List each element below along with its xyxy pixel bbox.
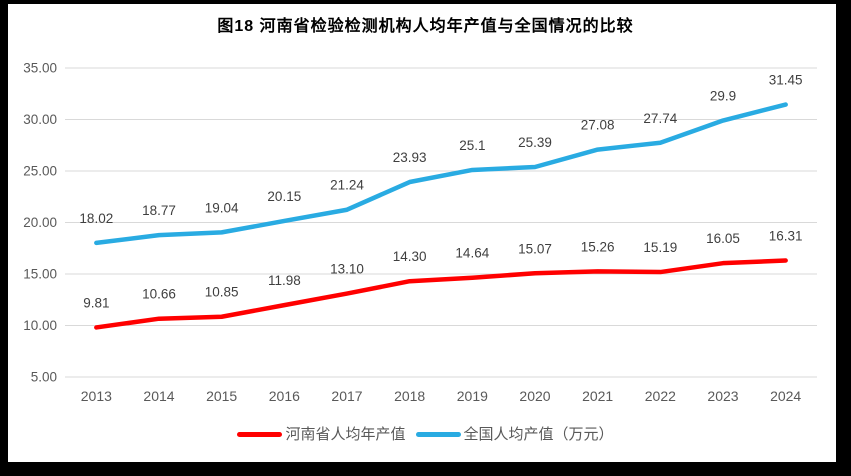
series-line-henan[interactable] <box>94 258 788 330</box>
data-label-henan: 14.30 <box>393 249 427 264</box>
y-axis-tick-label: 30.00 <box>23 112 57 127</box>
data-label-henan: 16.31 <box>769 229 803 244</box>
y-axis-tick-label: 10.00 <box>23 318 57 333</box>
data-label-henan: 11.98 <box>268 273 301 288</box>
x-axis-tick-label: 2018 <box>394 388 425 404</box>
data-label-henan: 10.66 <box>142 287 176 302</box>
legend-swatch-henan-line <box>237 432 283 437</box>
data-label-henan: 15.26 <box>581 239 615 254</box>
x-axis-tick-label: 2024 <box>770 388 801 404</box>
data-label-national: 18.77 <box>142 203 176 218</box>
data-label-henan: 14.64 <box>455 246 489 261</box>
x-axis-tick-label: 2014 <box>143 388 174 404</box>
x-axis-tick-label: 2013 <box>81 388 112 404</box>
x-axis-tick-label: 2017 <box>331 388 362 404</box>
legend-item-national[interactable]: 全国人均产值（万元） <box>415 426 614 443</box>
legend-swatch-national-line <box>415 432 461 437</box>
data-label-henan: 15.07 <box>518 241 552 256</box>
x-axis-tick-label: 2020 <box>519 388 550 404</box>
data-label-national: 25.1 <box>459 138 485 153</box>
data-label-national: 31.45 <box>769 73 803 88</box>
y-axis-tick-label: 15.00 <box>23 267 57 282</box>
legend-label-national: 全国人均产值（万元） <box>463 426 614 443</box>
chart-title: 图18 河南省检验检测机构人均年产值与全国情况的比较 <box>217 18 634 35</box>
y-axis-tick-label: 20.00 <box>23 215 57 230</box>
data-label-national: 25.39 <box>518 135 552 150</box>
x-axis-tick-label: 2015 <box>206 388 237 404</box>
y-axis-tick-label: 25.00 <box>23 164 57 179</box>
data-label-henan: 9.81 <box>83 295 109 310</box>
y-axis-tick-label: 5.00 <box>31 370 57 385</box>
y-axis-tick-label: 35.00 <box>23 61 57 76</box>
x-axis-tick-label: 2021 <box>582 388 613 404</box>
data-label-national: 19.04 <box>205 200 239 215</box>
x-axis-tick-label: 2023 <box>707 388 738 404</box>
data-label-national: 23.93 <box>393 150 427 165</box>
data-label-national: 27.08 <box>581 118 615 133</box>
legend-label-henan: 河南省人均年产值 <box>285 426 406 443</box>
data-label-henan: 15.19 <box>643 240 677 255</box>
data-label-national: 27.74 <box>643 111 677 126</box>
series-line-national[interactable] <box>94 102 788 246</box>
data-label-national: 29.9 <box>710 89 736 104</box>
x-axis-tick-label: 2016 <box>269 388 300 404</box>
legend-item-henan[interactable]: 河南省人均年产值 <box>237 426 406 443</box>
data-label-national: 21.24 <box>330 178 364 193</box>
data-label-henan: 10.85 <box>205 285 239 300</box>
data-label-national: 18.02 <box>79 211 113 226</box>
chart-legend: 河南省人均年产值 全国人均产值（万元） <box>0 427 851 442</box>
x-axis-tick-label: 2022 <box>645 388 676 404</box>
data-label-national: 20.15 <box>267 189 301 204</box>
data-label-henan: 13.10 <box>330 262 364 277</box>
data-label-henan: 16.05 <box>706 231 740 246</box>
x-axis-tick-label: 2019 <box>457 388 488 404</box>
